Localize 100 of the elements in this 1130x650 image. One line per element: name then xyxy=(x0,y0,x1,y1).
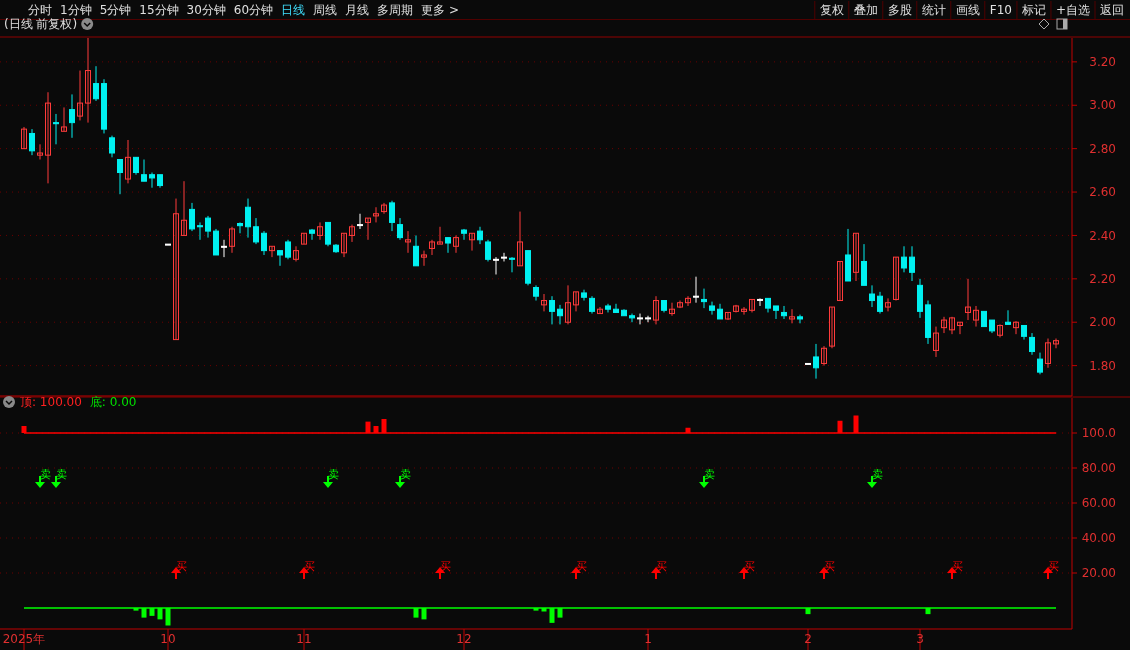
candlestick xyxy=(597,306,603,315)
text: 月线 xyxy=(345,3,370,17)
candlestick xyxy=(757,297,763,307)
candlestick xyxy=(549,295,555,325)
candlestick xyxy=(653,295,659,325)
x-tick-label: 2025年 xyxy=(2,632,46,646)
text: 返回 xyxy=(1100,3,1124,17)
candlestick xyxy=(669,302,675,317)
y-tick-label: 80.00 xyxy=(1081,461,1116,476)
candlestick xyxy=(237,221,243,234)
candlestick xyxy=(933,326,939,358)
candlestick xyxy=(941,316,947,334)
candlestick xyxy=(1013,320,1019,335)
candlestick xyxy=(997,323,1003,338)
candlestick xyxy=(229,226,235,254)
candlestick xyxy=(733,304,739,313)
candlestick xyxy=(309,228,315,241)
candlestick xyxy=(813,343,819,380)
candlestick xyxy=(1053,338,1059,349)
candlestick xyxy=(85,37,91,124)
candlestick xyxy=(869,284,875,308)
candlestick xyxy=(501,252,507,262)
candlestick xyxy=(613,303,619,313)
candlestick xyxy=(189,202,195,232)
text: 5分钟 xyxy=(99,3,132,17)
candlestick xyxy=(269,245,275,258)
candlestick xyxy=(69,93,75,139)
candlestick xyxy=(349,224,355,243)
x-tick-label: 12 xyxy=(456,632,472,646)
candlestick xyxy=(413,234,419,267)
text: 画线 xyxy=(955,3,980,17)
candlestick xyxy=(181,180,187,236)
candlestick xyxy=(741,306,747,316)
candlestick xyxy=(685,295,691,307)
candlestick xyxy=(973,305,979,328)
text: 统计 xyxy=(921,3,946,17)
candlestick xyxy=(53,113,59,145)
candlestick xyxy=(861,243,867,286)
candlestick xyxy=(117,159,123,195)
candlestick xyxy=(885,297,891,312)
candlestick xyxy=(253,217,259,245)
candlestick xyxy=(749,298,755,313)
candlestick xyxy=(357,213,363,230)
candlestick xyxy=(173,198,179,341)
candlestick xyxy=(829,306,835,349)
y-tick-label: 3.00 xyxy=(1089,98,1116,113)
candlestick xyxy=(709,301,715,316)
candlestick xyxy=(949,316,955,335)
candlestick xyxy=(469,232,475,252)
candlestick xyxy=(21,126,27,150)
candlestick xyxy=(37,143,43,160)
chart-title: (日线 前复权) xyxy=(4,17,78,31)
text: 叠加 xyxy=(853,3,878,17)
candlestick xyxy=(909,245,915,282)
text: 1分钟 xyxy=(60,3,92,17)
candlestick xyxy=(285,239,291,260)
text: F10 xyxy=(989,3,1012,17)
candlestick xyxy=(701,288,707,309)
candlestick xyxy=(421,250,427,267)
text: 卖 xyxy=(399,468,411,481)
candlestick xyxy=(901,245,907,273)
candlestick xyxy=(1005,309,1011,325)
candlestick xyxy=(405,230,411,254)
candlestick xyxy=(429,239,435,256)
candlestick xyxy=(277,250,283,267)
text: 卖 xyxy=(327,468,339,481)
text: 60分钟 xyxy=(233,3,274,17)
candlestick xyxy=(493,256,499,275)
text: 卖 xyxy=(703,468,715,481)
candlestick xyxy=(381,202,387,215)
candlestick xyxy=(293,245,299,262)
y-tick-label: 20.00 xyxy=(1081,566,1116,581)
y-tick-label: 1.80 xyxy=(1089,358,1116,373)
candlestick xyxy=(637,313,643,325)
x-tick-label: 11 xyxy=(296,632,312,646)
y-tick-label: 40.00 xyxy=(1081,531,1116,546)
candlestick xyxy=(957,321,963,335)
y-tick-label: 2.20 xyxy=(1089,272,1116,287)
y-tick-label: 60.00 xyxy=(1081,496,1116,511)
candlestick xyxy=(397,217,403,241)
candlestick xyxy=(821,345,827,367)
candlestick xyxy=(149,172,155,189)
text: 卖 xyxy=(871,468,883,481)
candlestick xyxy=(373,206,379,223)
candlestick xyxy=(573,291,579,312)
candlestick xyxy=(221,239,227,258)
candlestick xyxy=(893,256,899,302)
candlestick xyxy=(1037,352,1043,375)
candlestick xyxy=(61,106,67,132)
candlestick xyxy=(781,305,787,320)
annotation: 顶: 100.00 xyxy=(20,395,82,409)
candlestick xyxy=(1045,338,1051,369)
candlestick xyxy=(509,256,515,273)
y-tick-label: 2.60 xyxy=(1089,185,1116,200)
x-tick-label: 2 xyxy=(804,632,812,646)
text: +自选 xyxy=(1055,3,1090,17)
text: 多周期 xyxy=(377,3,414,17)
x-tick-label: 10 xyxy=(160,632,176,646)
text: 复权 xyxy=(819,3,844,17)
x-tick-label: 1 xyxy=(644,632,652,646)
